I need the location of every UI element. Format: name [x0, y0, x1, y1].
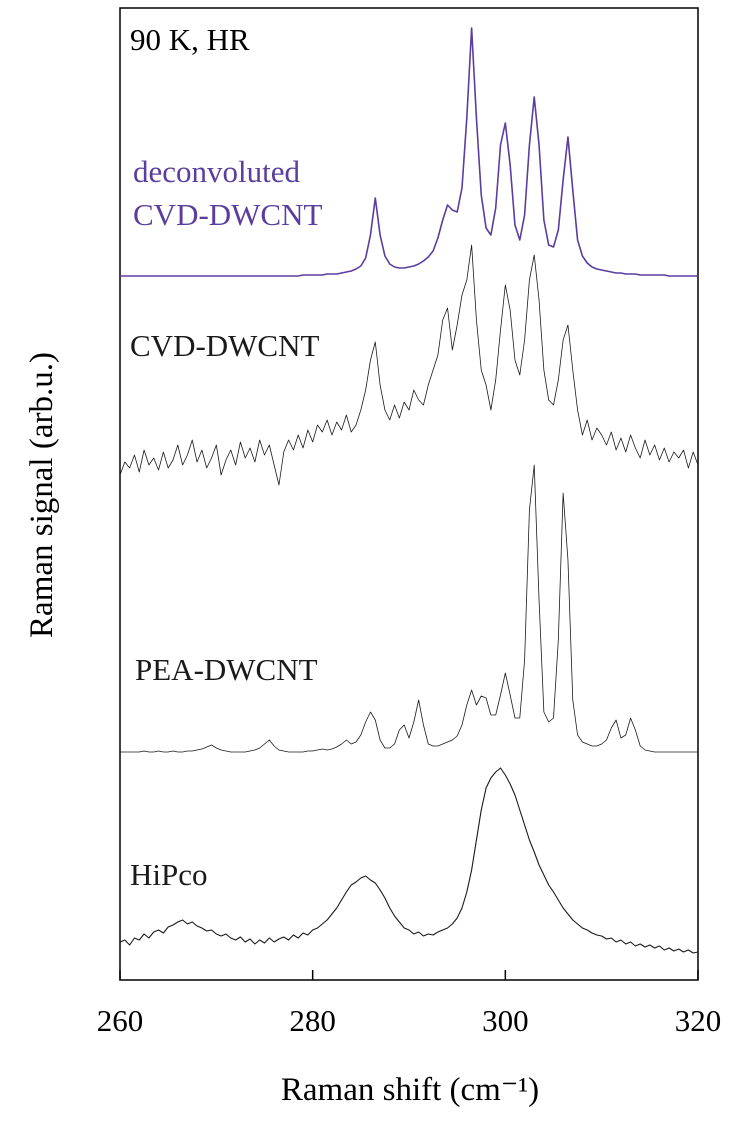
spectrum-line: [120, 27, 698, 277]
x-tick-label: 320: [675, 1003, 722, 1038]
series-label: HiPco: [130, 857, 208, 892]
spectrum-line: [119, 244, 699, 486]
x-tick-label: 280: [289, 1003, 336, 1038]
annotation: 90 K, HR: [130, 22, 250, 57]
series-label: CVD-DWCNT: [130, 328, 320, 363]
spectrum-line: [119, 767, 699, 954]
series-label: PEA-DWCNT: [135, 652, 318, 687]
spectrum-line: [120, 464, 698, 753]
y-axis-title: Raman signal (arb.u.): [24, 352, 60, 638]
x-tick-label: 260: [97, 1003, 144, 1038]
x-axis-title: Raman shift (cm⁻¹): [281, 1072, 539, 1108]
x-tick-label: 300: [482, 1003, 529, 1038]
plot-frame: [119, 7, 699, 981]
series-label: deconvoluted CVD-DWCNT: [133, 154, 323, 232]
